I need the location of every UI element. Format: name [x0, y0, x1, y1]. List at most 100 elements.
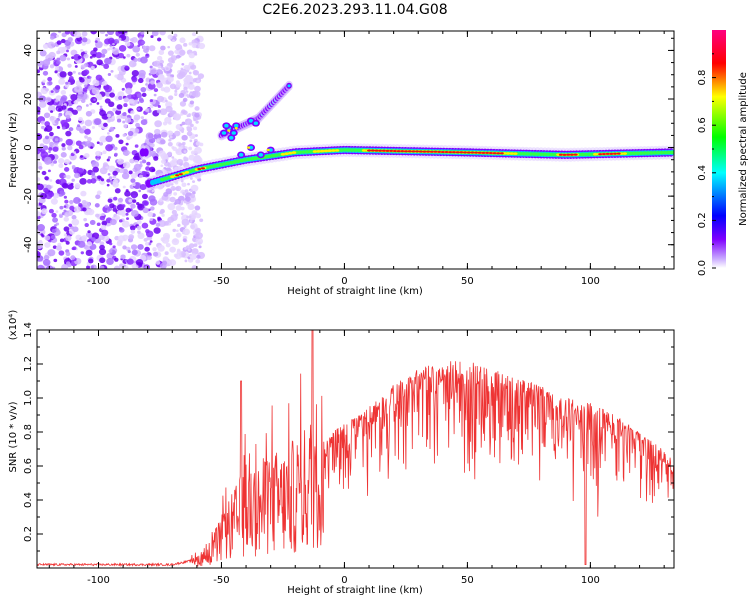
spectrogram-noise-cell — [127, 151, 131, 154]
spectrogram-noise-cell — [73, 172, 81, 179]
spectrogram-noise-cell — [135, 259, 144, 266]
snr-y-tick-label: 1.0 — [23, 390, 34, 406]
spectrogram-noise-cell — [133, 57, 138, 62]
spectrogram-noise-cell — [118, 45, 127, 52]
spectrogram-noise-cell — [124, 32, 128, 36]
spectrogram-noise-cell — [90, 31, 98, 35]
spectrogram-noise-cell — [74, 65, 78, 68]
spectrogram-line-cell — [385, 149, 390, 152]
spectrogram-line-cell — [477, 151, 482, 154]
spectrogram-line-cell — [381, 149, 386, 152]
spectrogram-noise-cell — [114, 152, 118, 157]
spectrogram-noise-cell — [158, 220, 167, 228]
spectrogram-noise-cell — [75, 140, 82, 146]
spectrogram-noise-cell — [94, 40, 98, 43]
spectrogram-noise-cell — [93, 47, 98, 52]
spectrogram-noise-cell — [134, 144, 139, 148]
spectrogram-noise-cell — [37, 211, 41, 217]
spectrogram-noise-cell — [101, 80, 108, 86]
spectrogram-noise-cell — [125, 207, 132, 213]
spectrogram-noise-cell — [38, 166, 43, 170]
spectrogram-noise-cell — [165, 67, 169, 70]
spectrogram-noise-cell — [147, 82, 156, 90]
spectrogram-noise-cell — [118, 168, 125, 174]
spectrogram-noise-cell — [167, 141, 173, 147]
spectrogram-noise-cell — [101, 212, 105, 217]
spectrogram-noise-cell — [137, 232, 145, 240]
spectrogram-line-cell — [648, 151, 654, 155]
spectrogram-branch-cell — [234, 123, 239, 128]
spectrogram-noise-cell — [42, 79, 46, 83]
spectrogram-noise-cell — [78, 117, 83, 122]
spectrogram-noise-cell — [149, 65, 153, 69]
spectrogram-noise-cell — [96, 102, 100, 105]
spectrogram-noise-cell — [168, 95, 174, 101]
spectrogram-noise-cell — [183, 150, 187, 153]
spectrogram-noise-cell — [181, 134, 188, 141]
spectrogram-line-cell — [334, 149, 340, 152]
spectrogram-line-cell — [598, 153, 603, 156]
spectrogram-noise-cell — [74, 183, 81, 189]
spectrogram-noise-cell — [99, 109, 106, 117]
spectrogram-noise-cell — [156, 95, 165, 103]
spectrogram-noise-cell — [158, 74, 165, 80]
spectrogram-noise-cell — [109, 46, 114, 51]
spectrogram-line-cell — [342, 148, 348, 152]
spectrogram-noise-cell — [52, 217, 59, 223]
spectrogram-line-cell — [622, 152, 628, 155]
spectrogram-noise-cell — [102, 150, 107, 155]
spectrogram-noise-cell — [174, 130, 181, 137]
spectrogram-noise-cell — [171, 156, 175, 159]
spectrogram-noise-cell — [50, 198, 58, 205]
spectrogram-noise-cell — [128, 170, 133, 175]
spectrogram-noise-cell — [112, 107, 117, 112]
spectrogram-noise-cell — [93, 98, 96, 101]
spectrogram-noise-cell — [175, 148, 184, 156]
spectrogram-y-tick-label: 40 — [23, 44, 34, 57]
spectrogram-noise-cell — [99, 105, 103, 109]
spectrogram-noise-cell — [71, 167, 75, 170]
spectrogram-noise-cell — [181, 182, 187, 188]
spectrogram-line-cell — [392, 149, 397, 152]
spectrogram-noise-cell — [178, 93, 185, 98]
spectrogram-noise-cell — [105, 135, 113, 143]
spectrogram-noise-cell — [137, 107, 141, 111]
spectrogram-noise-cell — [97, 175, 102, 180]
spectrogram-noise-cell — [88, 258, 94, 264]
spectrogram-noise-cell — [52, 245, 57, 249]
spectrogram-noise-cell — [86, 241, 93, 247]
spectrogram-line-cell — [545, 152, 551, 157]
spectrogram-noise-cell — [112, 48, 120, 55]
spectrogram-noise-cell — [196, 79, 200, 83]
spectrogram-noise-cell — [183, 86, 188, 91]
spectrogram-noise-cell — [157, 105, 161, 108]
spectrogram-x-label: Height of straight line (km) — [287, 286, 423, 297]
spectrogram-noise-cell — [190, 150, 196, 155]
spectrogram-noise-cell — [42, 258, 51, 266]
snr-ticks: -100 -50 0 50 100 0.2 0.4 0.6 0.8 1.0 1.2 1.4 — [23, 322, 674, 586]
spectrogram-noise-cell — [77, 240, 86, 248]
spectrogram-noise-cell — [37, 264, 45, 269]
spectrogram-noise-cell — [87, 230, 91, 234]
spectrogram-noise-cell — [180, 113, 183, 116]
spectrogram-noise-cell — [134, 159, 139, 164]
spectrogram-noise-cell — [37, 202, 40, 206]
spectrogram-noise-cell — [84, 50, 88, 54]
spectrogram-noise-cell — [189, 220, 193, 223]
spectrogram-x-tick-label: 100 — [581, 276, 600, 287]
spectrogram-line-cell — [175, 174, 180, 177]
spectrogram-line-cell — [170, 175, 175, 179]
spectrogram-noise-cell — [108, 242, 113, 246]
spectrogram-noise-cell — [188, 215, 192, 219]
spectrogram-noise-cell — [85, 231, 93, 238]
spectrogram-noise-cell — [157, 216, 161, 220]
snr-y-tick-label: 0.6 — [23, 458, 34, 474]
spectrogram-noise-cell — [136, 202, 140, 206]
spectrogram-noise-cell — [73, 206, 81, 213]
spectrogram-noise-cell — [179, 68, 188, 76]
spectrogram-x-tick-label: -100 — [87, 276, 110, 287]
spectrogram-line-cell — [605, 152, 610, 155]
spectrogram-noise-cell — [55, 245, 62, 251]
spectrogram-branch-cell — [253, 121, 259, 126]
spectrogram-noise-cell — [160, 45, 166, 51]
